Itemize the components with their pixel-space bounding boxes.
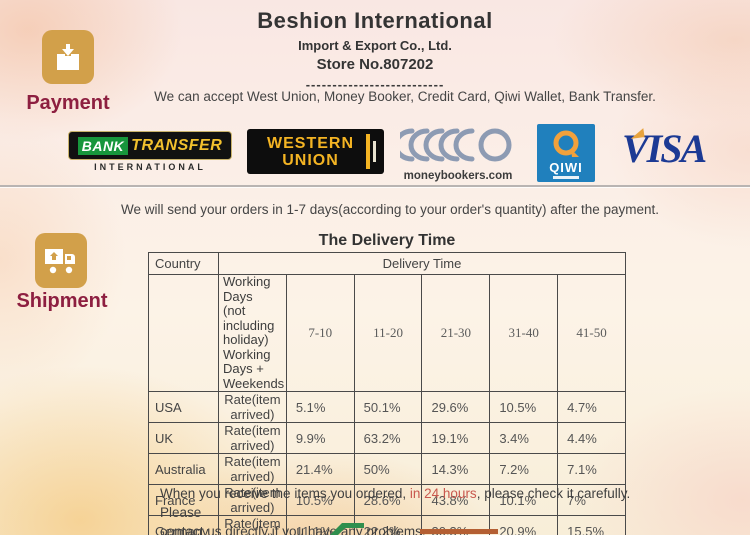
company-name: Beshion International [257, 8, 493, 33]
rate-value: 3.4% [489, 422, 559, 454]
table-row: Germany Rate(item arrived) 11.1% 22.2% 3… [148, 515, 626, 535]
rate-label-cell: Rate(item arrived) [218, 422, 287, 454]
moneybookers-arcs-icon [393, 128, 512, 162]
rate-label-cell: Rate(item arrived) [218, 453, 287, 485]
shipment-icon [35, 233, 87, 288]
visa-label: VISA [622, 126, 707, 171]
rate-value: 63.2% [353, 422, 423, 454]
store-header: Beshion International Import & Export Co… [190, 8, 560, 92]
shipment-lead-text: We will send your orders in 1-7 days(acc… [120, 202, 660, 217]
delivery-time-table: Country Delivery Time Working Days (not … [148, 252, 626, 535]
col-header-delivery-time: Delivery Time [218, 252, 626, 275]
table-row: USA Rate(item arrived) 5.1% 50.1% 29.6% … [148, 391, 626, 423]
note-line2: contact us directly if you have any prob… [160, 524, 426, 535]
col-header-country: Country [148, 252, 219, 275]
western-union-line2: UNION [282, 151, 339, 169]
western-union-logo: WESTERN UNION [247, 129, 384, 174]
rate-value: 7.2% [489, 453, 559, 485]
range-header: 41-50 [557, 274, 626, 392]
rate-value: 10.5% [489, 391, 559, 423]
range-header: 7-10 [285, 274, 355, 392]
rate-value: 50% [353, 453, 423, 485]
rate-value: 43.8% [421, 484, 491, 516]
header-dashed-divider: -------------------------- [305, 77, 445, 92]
range-header: 11-20 [353, 274, 423, 392]
qiwi-q-icon [553, 130, 579, 157]
table-row: France Rate(item arrived) 10.5% 28.6% 43… [148, 484, 626, 516]
rate-value: 9.9% [285, 422, 355, 454]
qiwi-label: QIWI [549, 160, 583, 175]
rate-label-cell: Rate(item arrived) [218, 391, 287, 423]
delivery-table-title: The Delivery Time [318, 232, 456, 249]
visa-logo: VISA [622, 126, 727, 172]
rate-value: 15.5% [557, 515, 626, 535]
cut-off-orange-logo-fragment [420, 529, 498, 534]
table-row: UK Rate(item arrived) 9.9% 63.2% 19.1% 3… [148, 422, 626, 454]
truck-glyph [45, 248, 75, 273]
payment-section-label: Payment [26, 92, 110, 114]
rate-value: 14.3% [421, 453, 491, 485]
rate-value: 7.1% [557, 453, 626, 485]
shipment-section-label: Shipment [16, 290, 108, 312]
section-divider [0, 185, 750, 187]
note-highlight-24-hours: in 24 hours [409, 486, 477, 501]
rate-value: 7% [557, 484, 626, 516]
rate-label-cell: Rate(item arrived) [218, 515, 287, 535]
rate-value: 4.7% [557, 391, 626, 423]
country-cell: Germany [148, 515, 219, 535]
qiwi-subtext-bar [553, 176, 579, 179]
note-part1: When you receive the items you ordered, [160, 486, 410, 501]
working-days-cell: Working Days (not including holiday) Wor… [218, 274, 287, 392]
range-header: 31-40 [489, 274, 559, 392]
payment-icon [42, 30, 94, 84]
western-union-line1: WESTERN [267, 134, 354, 152]
country-cell: France [148, 484, 219, 516]
rate-value: 10.1% [489, 484, 559, 516]
range-header: 21-30 [421, 274, 491, 392]
rate-value: 10.5% [285, 484, 355, 516]
rate-value: 19.1% [421, 422, 491, 454]
bank-transfer-bank-text: BANK [77, 136, 129, 155]
moneybookers-caption: moneybookers.com [403, 170, 513, 182]
rate-value: 29.6% [421, 391, 491, 423]
moneybookers-logo: moneybookers.com [393, 126, 518, 182]
bank-transfer-logo: BANK TRANSFER INTERNATIONAL [68, 131, 232, 172]
cut-off-green-logo-fragment [330, 523, 364, 535]
after-sale-note: When you receive the items you ordered, … [160, 484, 640, 535]
country-cell: Australia [148, 453, 219, 485]
rate-value: 4.4% [557, 422, 626, 454]
payment-description: We can accept West Union, Money Booker, … [154, 89, 656, 104]
rate-value: 50.1% [353, 391, 423, 423]
rate-value: 5.1% [285, 391, 355, 423]
company-subtitle: Import & Export Co., Ltd. [298, 38, 452, 53]
western-union-bars [366, 129, 384, 174]
inbox-arrow-glyph [57, 44, 79, 70]
table-row: Australia Rate(item arrived) 21.4% 50% 1… [148, 453, 626, 485]
qiwi-logo: QIWI [537, 124, 595, 182]
rate-value: 21.4% [285, 453, 355, 485]
bank-transfer-transfer-text: TRANSFER [131, 136, 223, 154]
country-cell: UK [148, 422, 219, 454]
bank-transfer-international-text: INTERNATIONAL [94, 162, 206, 172]
visa-orange-flag [629, 128, 645, 139]
store-number: Store No.807202 [316, 56, 434, 73]
rate-label-cell: Rate(item arrived) [218, 484, 287, 516]
note-part2: , please check it carefully. Please [160, 486, 631, 520]
country-cell: USA [148, 391, 219, 423]
